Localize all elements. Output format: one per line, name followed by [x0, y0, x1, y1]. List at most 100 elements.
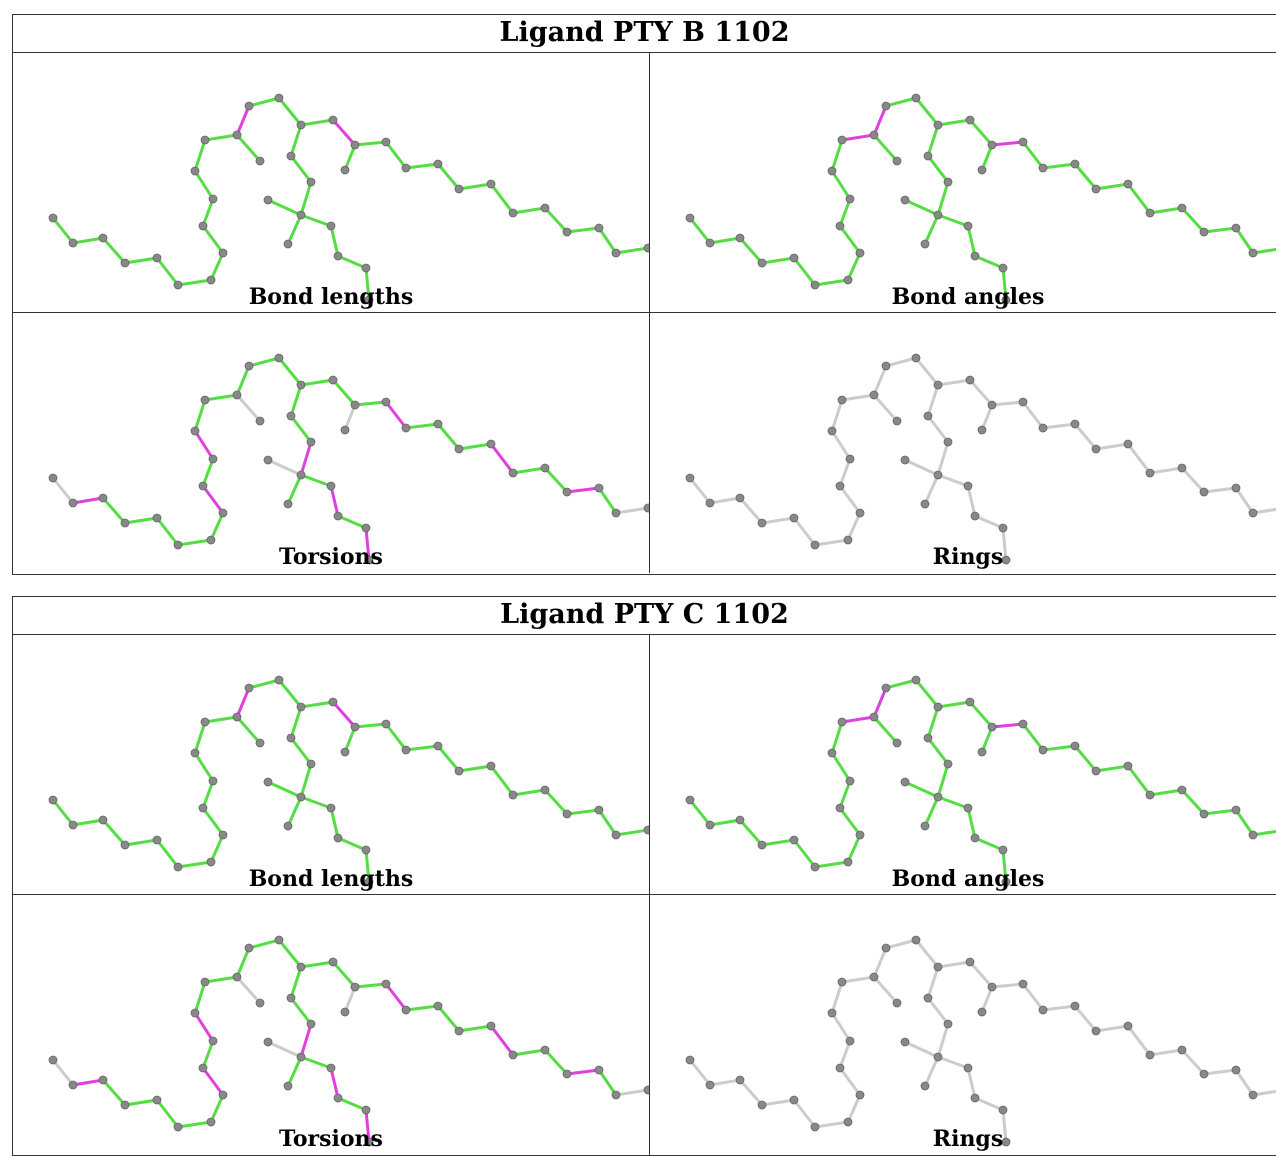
atom [827, 748, 837, 758]
atom [433, 419, 443, 429]
atom [869, 712, 879, 722]
atom [757, 518, 767, 528]
atom [206, 1117, 216, 1127]
bond [1041, 162, 1077, 170]
atom [244, 943, 254, 953]
bond [209, 1093, 225, 1124]
bond [193, 1011, 215, 1043]
bond [193, 138, 207, 173]
atom [173, 1122, 183, 1132]
atom [933, 792, 943, 802]
bond [266, 458, 303, 477]
bond-angles-panel: Bond angles [650, 53, 1276, 312]
atom [326, 481, 336, 491]
bond [708, 818, 742, 827]
atom [200, 977, 210, 987]
bond [614, 828, 649, 837]
atom [892, 738, 902, 748]
bond [1180, 788, 1206, 816]
atom [286, 993, 296, 1003]
atom [1070, 419, 1080, 429]
bond [830, 429, 852, 461]
bond [457, 1024, 493, 1033]
atom [190, 426, 200, 436]
molecule-diagram [685, 675, 1276, 887]
atom [900, 777, 910, 787]
atom [364, 1137, 374, 1147]
bond [51, 476, 75, 505]
atom [244, 683, 254, 693]
bond [973, 1096, 1005, 1112]
atom [296, 792, 306, 802]
atom [933, 120, 943, 130]
bond [209, 833, 225, 864]
bond [838, 1066, 862, 1097]
bond [990, 982, 1025, 989]
bond [286, 473, 303, 506]
bond [193, 398, 207, 433]
bond [101, 818, 127, 847]
atom [48, 473, 58, 483]
bond [872, 686, 888, 719]
bond [838, 457, 852, 488]
bond [830, 138, 844, 173]
ligand-table-1: Ligand PTY B 1102 Bond lengths Bond angl… [12, 14, 1276, 575]
atom [977, 425, 987, 435]
bond [760, 838, 796, 847]
bond [738, 818, 764, 847]
bond [830, 1011, 852, 1043]
atom [333, 833, 343, 843]
bond [1126, 764, 1152, 797]
bond [565, 1068, 601, 1076]
bond [565, 486, 601, 494]
bond [936, 1022, 950, 1059]
bond [872, 364, 888, 397]
bond [235, 686, 251, 719]
bond [936, 795, 970, 810]
bond [1234, 486, 1255, 515]
atom [611, 248, 621, 258]
atom [789, 835, 799, 845]
atom [1248, 508, 1258, 518]
bond [914, 356, 940, 387]
atom [244, 361, 254, 371]
atom [68, 1080, 78, 1090]
atom [881, 943, 891, 953]
atom [296, 1052, 306, 1062]
atom [364, 555, 374, 565]
molecule-diagram [48, 93, 649, 305]
atom [401, 423, 411, 433]
atom [843, 275, 853, 285]
bond [936, 118, 972, 127]
molecule-diagram [685, 935, 1276, 1147]
bond [830, 980, 844, 1015]
bond [51, 216, 75, 245]
bond [343, 725, 357, 754]
atom [1199, 487, 1209, 497]
atom [855, 248, 865, 258]
atom [218, 1090, 228, 1100]
atom [208, 194, 218, 204]
bond [176, 538, 213, 547]
atom [1038, 1005, 1048, 1015]
atom [835, 803, 845, 813]
bond [936, 180, 950, 217]
bond [926, 965, 940, 1000]
atom [326, 1063, 336, 1073]
atom [340, 165, 350, 175]
bond [277, 938, 303, 969]
bond [289, 705, 303, 740]
atom [998, 523, 1008, 533]
bond [384, 140, 408, 170]
atom [333, 251, 343, 261]
bond [1180, 206, 1206, 234]
atom [855, 508, 865, 518]
atom [486, 761, 496, 771]
bond [457, 182, 493, 191]
bond [966, 806, 977, 840]
atom [611, 1090, 621, 1100]
atom [152, 1095, 162, 1105]
bond [201, 806, 225, 837]
bond [101, 496, 127, 525]
atom [198, 803, 208, 813]
